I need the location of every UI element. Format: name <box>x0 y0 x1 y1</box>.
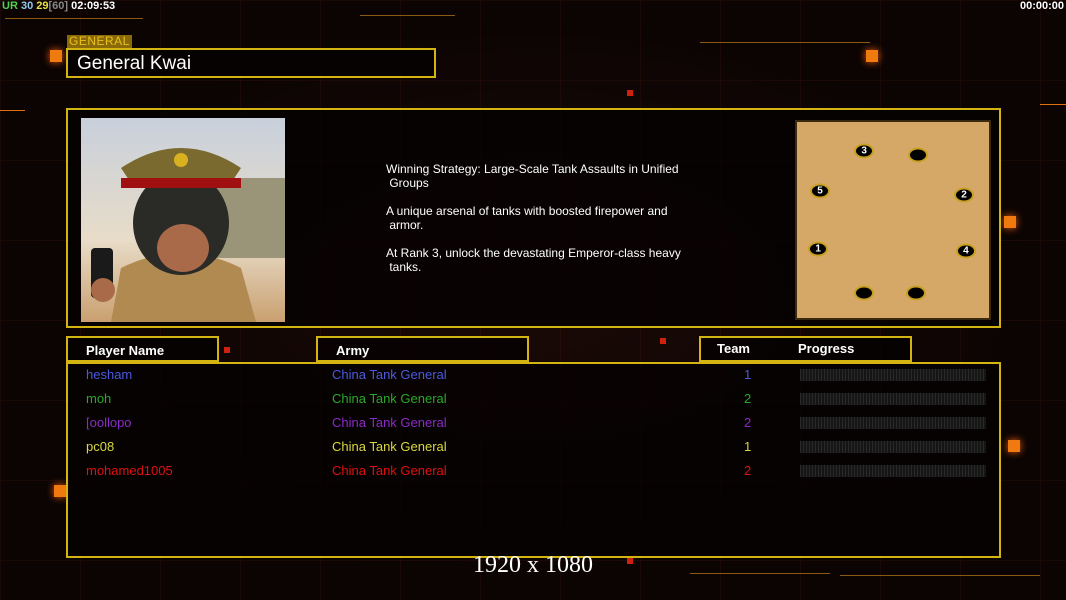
player-name: [oollopo <box>86 415 132 430</box>
start-position <box>906 285 927 301</box>
player-team: 2 <box>744 463 752 478</box>
player-team: 1 <box>744 367 752 382</box>
general-title: General Kwai <box>66 48 436 78</box>
player-row[interactable]: hesham China Tank General 1 <box>68 365 999 389</box>
description-rank: At Rank 3, unlock the devastating Empero… <box>386 246 681 274</box>
player-army: China Tank General <box>332 463 447 478</box>
decor-square <box>1004 216 1016 228</box>
player-team: 1 <box>744 439 752 454</box>
player-name-header: Player Name <box>66 336 219 362</box>
player-list: hesham China Tank General 1 moh China Ta… <box>66 362 1001 558</box>
divider <box>700 42 870 43</box>
army-header: Army <box>316 336 529 362</box>
stat-1: 30 <box>20 0 34 12</box>
progress-bar <box>800 393 986 405</box>
stat-3: [60] <box>48 0 69 12</box>
player-team: 2 <box>744 415 752 430</box>
player-row[interactable]: mohamed1005 China Tank General 2 <box>68 461 999 485</box>
start-position: 3 <box>854 143 875 159</box>
team-progress-header: Team Progress <box>699 336 912 362</box>
team-header: Team <box>717 341 750 356</box>
player-name: moh <box>86 391 112 406</box>
stat-2: 29 <box>36 0 49 12</box>
progress-header: Progress <box>798 341 855 356</box>
progress-bar <box>800 369 986 381</box>
start-position: 5 <box>810 183 831 199</box>
decor-square <box>866 50 878 62</box>
player-army: China Tank General <box>332 415 447 430</box>
stats-readout: UR 30 29[60] 02:09:53 <box>2 0 115 12</box>
divider <box>0 110 25 111</box>
clock: 02:09:53 <box>71 0 116 12</box>
player-name: pc08 <box>86 439 115 454</box>
decor-square <box>50 50 62 62</box>
description-arsenal: A unique arsenal of tanks with boosted f… <box>386 204 668 232</box>
player-army: China Tank General <box>332 367 447 382</box>
player-row[interactable]: moh China Tank General 2 <box>68 389 999 413</box>
start-position: 4 <box>955 243 976 259</box>
player-army: China Tank General <box>332 391 447 406</box>
map-preview: 3 5 2 1 4 <box>795 120 991 320</box>
player-army: China Tank General <box>332 439 447 454</box>
divider <box>690 573 830 574</box>
decor-square <box>627 558 633 564</box>
description-strategy: Winning Strategy: Large-Scale Tank Assau… <box>386 162 679 190</box>
progress-bar <box>800 441 986 453</box>
start-position: 2 <box>954 187 975 203</box>
decor-square <box>627 90 633 96</box>
divider <box>840 575 1040 576</box>
progress-bar <box>800 417 986 429</box>
game-timer: 00:00:00 <box>1019 0 1064 12</box>
player-name: mohamed1005 <box>86 463 173 478</box>
decor-square <box>660 338 666 344</box>
decor-square <box>54 485 66 497</box>
divider <box>1040 104 1066 105</box>
start-position: 1 <box>808 241 829 257</box>
player-team: 2 <box>744 391 752 406</box>
general-info-panel: Winning Strategy: Large-Scale Tank Assau… <box>66 108 1001 328</box>
resolution-label: 1920 x 1080 <box>473 552 593 578</box>
general-portrait <box>81 118 285 322</box>
start-position <box>907 147 928 163</box>
general-description: Winning Strategy: Large-Scale Tank Assau… <box>386 162 706 288</box>
start-position <box>854 285 875 301</box>
divider <box>5 18 143 19</box>
general-tag: GENERAL <box>67 34 132 48</box>
decor-square <box>1008 440 1020 452</box>
decor-square <box>224 347 230 353</box>
player-row[interactable]: pc08 China Tank General 1 <box>68 437 999 461</box>
ur-label: UR <box>2 0 18 12</box>
player-name: hesham <box>86 367 133 382</box>
progress-bar <box>800 465 986 477</box>
divider <box>360 15 455 16</box>
player-row[interactable]: [oollopo China Tank General 2 <box>68 413 999 437</box>
